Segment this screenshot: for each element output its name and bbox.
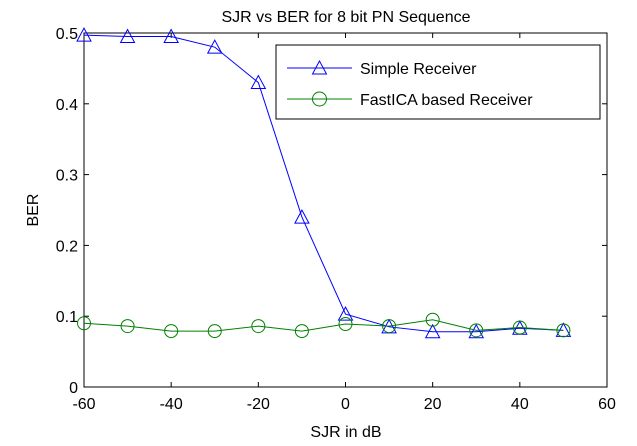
data-point-simple-receiver	[250, 74, 267, 90]
y-axis-ticks: 0 0.1 0.2 0.3 0.4 0.5	[56, 26, 607, 397]
y-tick-label: 0.1	[56, 309, 78, 326]
x-axis-ticks: -60 -40 -20 0 20 40 60	[72, 33, 616, 413]
data-point-fastica-receiver	[120, 319, 135, 334]
x-tick-label: -60	[72, 396, 95, 413]
y-tick-label: 0.2	[56, 238, 78, 255]
y-tick-label: 0.3	[56, 168, 78, 185]
x-tick-label: 60	[598, 396, 616, 413]
series-line-fastica-receiver	[83, 319, 564, 332]
data-point-simple-receiver	[206, 39, 223, 54]
data-point-simple-receiver	[468, 323, 485, 339]
data-point-fastica-receiver	[251, 319, 266, 334]
data-point-fastica-receiver	[425, 312, 440, 327]
data-point-fastica-receiver	[556, 323, 571, 338]
data-point-fastica-receiver	[77, 316, 91, 331]
y-axis-label: BER	[25, 194, 42, 227]
x-tick-label: -40	[160, 396, 183, 413]
data-point-fastica-receiver	[164, 324, 179, 339]
series-line-simple-receiver	[83, 34, 564, 333]
data-point-simple-receiver	[294, 209, 310, 224]
legend-marker-simple-receiver	[311, 59, 328, 75]
x-tick-label: 0	[341, 396, 350, 413]
y-tick-label: 0.5	[56, 26, 78, 43]
data-point-fastica-receiver	[294, 324, 309, 339]
data-point-simple-receiver	[76, 27, 92, 42]
data-point-fastica-receiver	[512, 320, 527, 335]
x-tick-label: -20	[247, 396, 270, 413]
legend: Simple Receiver FastICA based Receiver	[275, 44, 601, 120]
x-tick-label: 20	[424, 396, 442, 413]
x-tick-label: 40	[511, 396, 529, 413]
legend-label-simple-receiver: Simple Receiver	[360, 61, 477, 78]
series-layer	[76, 27, 572, 339]
data-point-simple-receiver	[424, 323, 441, 339]
data-point-fastica-receiver	[382, 319, 397, 334]
data-point-fastica-receiver	[338, 316, 353, 331]
data-point-fastica-receiver	[207, 324, 222, 339]
data-point-simple-receiver	[163, 28, 180, 44]
data-point-simple-receiver	[337, 306, 354, 321]
x-axis-label: SJR in dB	[310, 424, 381, 441]
legend-label-fastica-receiver: FastICA based Receiver	[360, 92, 533, 109]
y-tick-label: 0	[69, 380, 78, 397]
data-point-fastica-receiver	[469, 323, 484, 338]
legend-box	[275, 44, 601, 120]
legend-marker-fastica-receiver	[312, 91, 327, 107]
y-tick-label: 0.4	[56, 97, 78, 114]
data-point-simple-receiver	[119, 28, 136, 44]
chart-title: SJR vs BER for 8 bit PN Sequence	[222, 9, 471, 26]
